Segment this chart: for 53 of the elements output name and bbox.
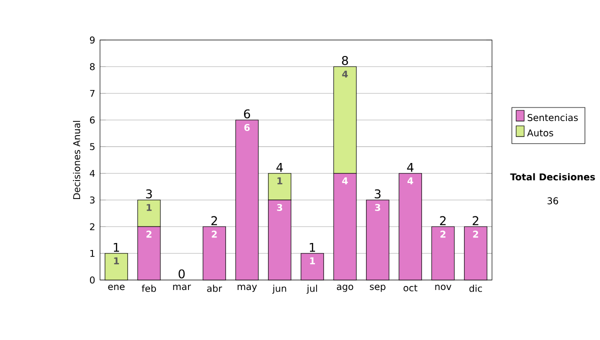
data-label: 1 (146, 204, 152, 211)
x-tick-label: ene (108, 284, 125, 290)
total-label: 1 (114, 242, 120, 252)
total-label: 2 (211, 216, 217, 226)
data-label: 2 (212, 230, 217, 238)
x-tick-label: ago (336, 284, 354, 292)
y-tick-label: 9 (90, 36, 95, 44)
total-label: 4 (276, 162, 283, 172)
text: Total Decisiones (510, 173, 595, 180)
x-tick-label: dic (469, 284, 482, 292)
y-tick-label: 5 (90, 143, 94, 150)
total-label: 4 (407, 162, 414, 172)
y-tick-label: 0 (90, 276, 95, 284)
data-label: 1 (277, 177, 282, 184)
data-label: 2 (146, 230, 152, 238)
y-tick-label: 3 (90, 196, 95, 204)
data-label: 3 (375, 204, 380, 211)
data-label: 2 (440, 230, 446, 238)
data-label: 1 (114, 257, 119, 264)
data-label: 6 (244, 124, 250, 131)
total-label: 2 (440, 216, 446, 226)
total-label: 3 (374, 189, 381, 198)
y-tick-label: 7 (90, 90, 94, 97)
legend-label: Sentencias (528, 114, 578, 122)
y-tick-label: 4 (90, 170, 95, 177)
data-label: 4 (408, 177, 414, 184)
y-tick-label: 1 (90, 250, 94, 257)
total-label: 1 (310, 242, 316, 252)
y-tick-label: 8 (90, 63, 95, 70)
total-label: 6 (244, 109, 250, 118)
x-tick-label: jun (272, 284, 286, 294)
x-tick-label: abr (207, 284, 222, 292)
x-tick-label: may (238, 284, 257, 292)
data-label: 3 (277, 204, 282, 211)
total-label: 8 (342, 56, 348, 66)
x-tick-label: jul (306, 284, 318, 294)
total-label: 3 (146, 189, 152, 198)
data-label: 4 (342, 177, 348, 184)
y-tick-label: 2 (90, 223, 94, 230)
x-tick-label: nov (435, 284, 452, 290)
data-label: 4 (342, 70, 348, 78)
total-label: 2 (472, 216, 478, 226)
legend-label: Autos (527, 129, 554, 136)
text: 36 (548, 197, 558, 204)
x-tick-label: oct (404, 284, 418, 292)
x-tick-label: mar (173, 284, 191, 290)
y-tick-label: 6 (90, 116, 95, 124)
total-label: 0 (178, 269, 185, 278)
y-axis-title: Decisiones Anual (72, 120, 80, 199)
data-label: 1 (310, 257, 315, 264)
data-label: 2 (473, 230, 478, 238)
x-tick-label: sep (370, 284, 386, 292)
x-tick-label: feb (142, 284, 156, 292)
